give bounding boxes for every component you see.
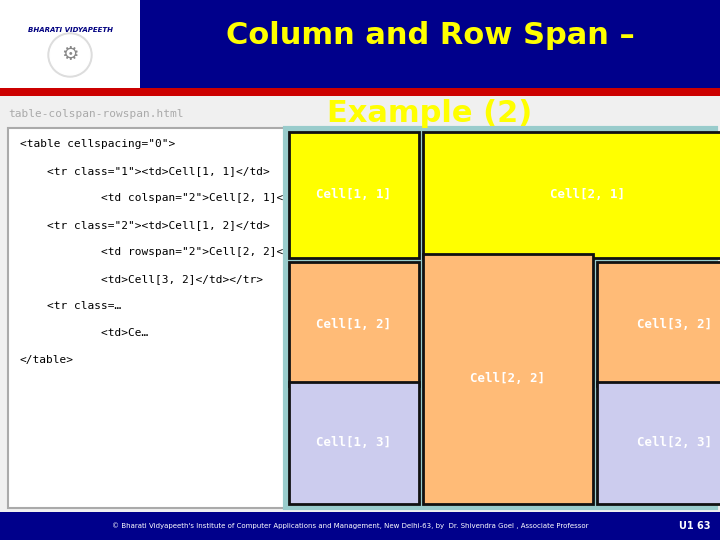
Text: Example (2): Example (2) — [328, 99, 533, 129]
Text: ⚙: ⚙ — [61, 45, 78, 64]
Bar — [0, 88, 720, 96]
Text: U1 63: U1 63 — [679, 521, 711, 531]
Circle shape — [48, 33, 92, 77]
Text: <td colspan="2">Cell[2, 1]</td></tr>: <td colspan="2">Cell[2, 1]</td></tr> — [20, 193, 344, 203]
Bar — [423, 132, 720, 258]
Text: <tr class="1"><td>Cell[1, 1]</td>: <tr class="1"><td>Cell[1, 1]</td> — [20, 166, 270, 176]
Text: <td>Cell[3, 2]</td></tr>: <td>Cell[3, 2]</td></tr> — [20, 274, 263, 284]
Bar — [289, 262, 419, 386]
Text: Cell[1, 1]: Cell[1, 1] — [317, 188, 392, 201]
Text: Cell[3, 2]: Cell[3, 2] — [637, 318, 712, 330]
Text: <table cellspacing="0">: <table cellspacing="0"> — [20, 139, 175, 149]
Text: <td>Ce…: <td>Ce… — [20, 328, 148, 338]
Bar — [285, 128, 716, 508]
Text: <td rowspan="2">Cell[2, 2]</td>: <td rowspan="2">Cell[2, 2]</td> — [20, 247, 310, 257]
Text: Cell[2, 2]: Cell[2, 2] — [470, 373, 546, 386]
Circle shape — [50, 35, 90, 75]
Text: Cell[2, 3]: Cell[2, 3] — [637, 436, 712, 449]
Text: <tr class=…: <tr class=… — [20, 301, 121, 311]
Bar — [0, 512, 720, 540]
Text: © Bharati Vidyapeeth's Institute of Computer Applications and Management, New De: © Bharati Vidyapeeth's Institute of Comp… — [112, 523, 588, 529]
Text: BHARATI VIDYAPEETH: BHARATI VIDYAPEETH — [27, 27, 112, 33]
Bar — [8, 128, 508, 508]
Bar — [0, 0, 720, 88]
Bar — [289, 382, 419, 504]
Bar — [423, 254, 593, 504]
Text: </table>: </table> — [20, 355, 74, 365]
Bar — [597, 382, 720, 504]
Text: table-colspan-rowspan.html: table-colspan-rowspan.html — [8, 109, 184, 119]
Text: Cell[1, 3]: Cell[1, 3] — [317, 436, 392, 449]
Text: <tr class="2"><td>Cell[1, 2]</td>: <tr class="2"><td>Cell[1, 2]</td> — [20, 220, 270, 230]
Bar — [0, 0, 140, 88]
Text: Cell[1, 2]: Cell[1, 2] — [317, 318, 392, 330]
Text: Cell[2, 1]: Cell[2, 1] — [550, 188, 625, 201]
Bar — [597, 262, 720, 386]
Bar — [289, 132, 419, 258]
Text: Column and Row Span –: Column and Row Span – — [225, 21, 634, 50]
